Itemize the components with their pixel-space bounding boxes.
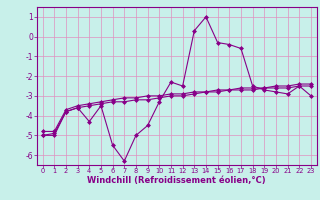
X-axis label: Windchill (Refroidissement éolien,°C): Windchill (Refroidissement éolien,°C) — [87, 176, 266, 185]
